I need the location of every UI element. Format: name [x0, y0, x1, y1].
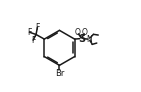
- Text: S: S: [78, 34, 85, 44]
- Text: F: F: [31, 36, 35, 45]
- Text: Br: Br: [55, 69, 64, 78]
- Text: N: N: [86, 35, 92, 44]
- Text: F: F: [27, 28, 32, 37]
- Text: O: O: [75, 28, 81, 37]
- Text: O: O: [82, 28, 88, 37]
- Text: F: F: [35, 23, 40, 32]
